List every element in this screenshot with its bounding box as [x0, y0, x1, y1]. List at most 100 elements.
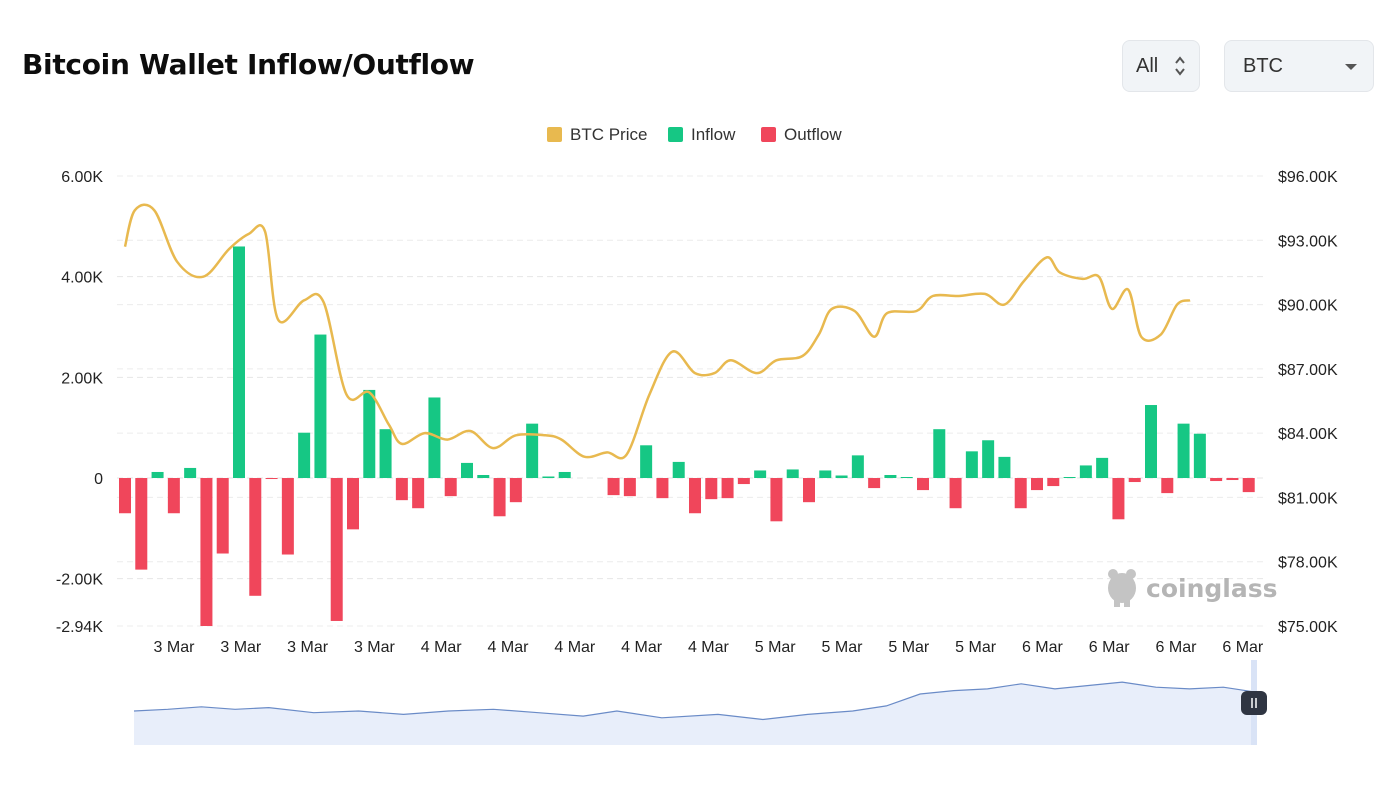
x-tick-label: 6 Mar [1156, 639, 1198, 656]
inflow-bar [151, 471, 164, 479]
inflow-bar [233, 246, 245, 479]
x-tick-label: 4 Mar [621, 639, 663, 656]
outflow-bar [265, 478, 278, 480]
outflow-bar [119, 478, 131, 514]
outflow-bar [721, 478, 734, 499]
right-tick-label: $84.00K [1278, 426, 1338, 443]
outflow-bar [607, 478, 620, 496]
right-tick-label: $96.00K [1278, 169, 1338, 186]
outflow-bar [770, 478, 783, 522]
right-tick-label: $78.00K [1278, 555, 1338, 572]
outflow-bar [689, 478, 701, 514]
navigator-line [133, 681, 1258, 721]
left-tick-label: -2.00K [56, 572, 103, 589]
x-tick-label: 4 Mar [554, 639, 596, 656]
outflow-bar [1226, 478, 1239, 481]
legend-swatch [668, 127, 683, 142]
x-axis-labels: 3 Mar 3 Mar 3 Mar 3 Mar 4 Mar 4 Mar 4 Mar 4 Mar… [154, 639, 1264, 656]
outflow-bar [868, 478, 881, 489]
inflow-bar [672, 461, 685, 479]
inflow-bar [461, 462, 473, 479]
inflow-bar [900, 477, 913, 479]
x-tick-label: 4 Mar [688, 639, 730, 656]
outflow-bar [623, 478, 636, 497]
legend-swatch [547, 127, 562, 142]
x-tick-label: 5 Mar [822, 639, 864, 656]
x-tick-label: 5 Mar [888, 639, 930, 656]
outflow-bar [1047, 478, 1060, 487]
inflow-bar [851, 455, 864, 479]
inflow-bar [1177, 423, 1190, 479]
inflow-bar [998, 456, 1011, 479]
inflow-bar [835, 475, 848, 479]
outflow-bar [656, 478, 669, 499]
inflow-bar [965, 451, 978, 479]
btc-price-line [123, 203, 1191, 460]
outflow-bar [509, 478, 522, 503]
inflow-bar [786, 469, 799, 479]
right-tick-label: $90.00K [1278, 298, 1338, 315]
outflow-bar [493, 478, 506, 517]
inflow-bar [1079, 465, 1092, 479]
outflow-bar [200, 478, 213, 626]
x-tick-label: 5 Mar [755, 639, 797, 656]
chart-legend: BTC Price Inflow Outflow [547, 125, 842, 144]
outflow-bar [1161, 478, 1174, 494]
x-tick-label: 3 Mar [287, 639, 329, 656]
x-tick-label: 6 Mar [1089, 639, 1131, 656]
legend-label: BTC Price [570, 125, 647, 144]
price-line [123, 203, 1191, 460]
left-tick-label: -2.94K [56, 619, 103, 636]
outflow-bar [281, 478, 294, 555]
right-tick-label: $93.00K [1278, 233, 1338, 250]
inflow-bar [379, 429, 392, 479]
outflow-bar [330, 478, 343, 621]
flow-bars [119, 246, 1255, 626]
range-navigator[interactable] [133, 660, 1267, 745]
inflow-bar [1096, 457, 1109, 479]
watermark-text: coinglass [1146, 574, 1277, 603]
inflow-bar [884, 474, 897, 479]
range-select[interactable]: All [1122, 40, 1200, 92]
inflow-bar [542, 476, 555, 479]
inflow-bar [298, 432, 311, 479]
outflow-bar [1031, 478, 1043, 491]
x-tick-label: 6 Mar [1222, 639, 1264, 656]
outflow-bar [444, 478, 457, 497]
outflow-bar [347, 478, 359, 530]
outflow-bar [1128, 478, 1141, 483]
navigator-handle[interactable] [1241, 691, 1267, 715]
x-tick-label: 5 Mar [955, 639, 997, 656]
inflow-bar [184, 467, 197, 479]
x-tick-label: 3 Mar [354, 639, 396, 656]
right-tick-label: $75.00K [1278, 619, 1338, 636]
x-tick-label: 3 Mar [154, 639, 196, 656]
inflow-bar [982, 440, 995, 479]
caret-down-icon [1345, 64, 1357, 70]
coin-select[interactable]: BTC [1224, 40, 1374, 92]
page-title: Bitcoin Wallet Inflow/Outflow [22, 48, 475, 81]
watermark: coinglass [1108, 569, 1277, 607]
outflow-bar [949, 478, 962, 509]
legend-swatch [761, 127, 776, 142]
x-tick-label: 3 Mar [220, 639, 262, 656]
range-select-value: All [1136, 54, 1159, 77]
outflow-bar [412, 478, 425, 509]
right-tick-label: $87.00K [1278, 362, 1338, 379]
inflow-bar [819, 470, 832, 479]
left-tick-label: 0 [94, 471, 103, 488]
inflow-bar [526, 423, 539, 479]
outflow-bar [135, 478, 148, 570]
left-axis-labels: 6.00K 4.00K 2.00K 0 -2.00K -2.94K [56, 169, 103, 636]
outflow-bar [803, 478, 815, 503]
inflow-bar [428, 397, 441, 479]
outflow-bar [737, 478, 750, 485]
x-tick-label: 4 Mar [488, 639, 530, 656]
legend-label: Outflow [784, 125, 842, 144]
outflow-bar [1112, 478, 1125, 520]
outflow-bar [249, 478, 262, 596]
outflow-bar [705, 478, 718, 500]
inflow-bar [1193, 433, 1206, 479]
coinglass-logo-icon [1108, 569, 1136, 607]
